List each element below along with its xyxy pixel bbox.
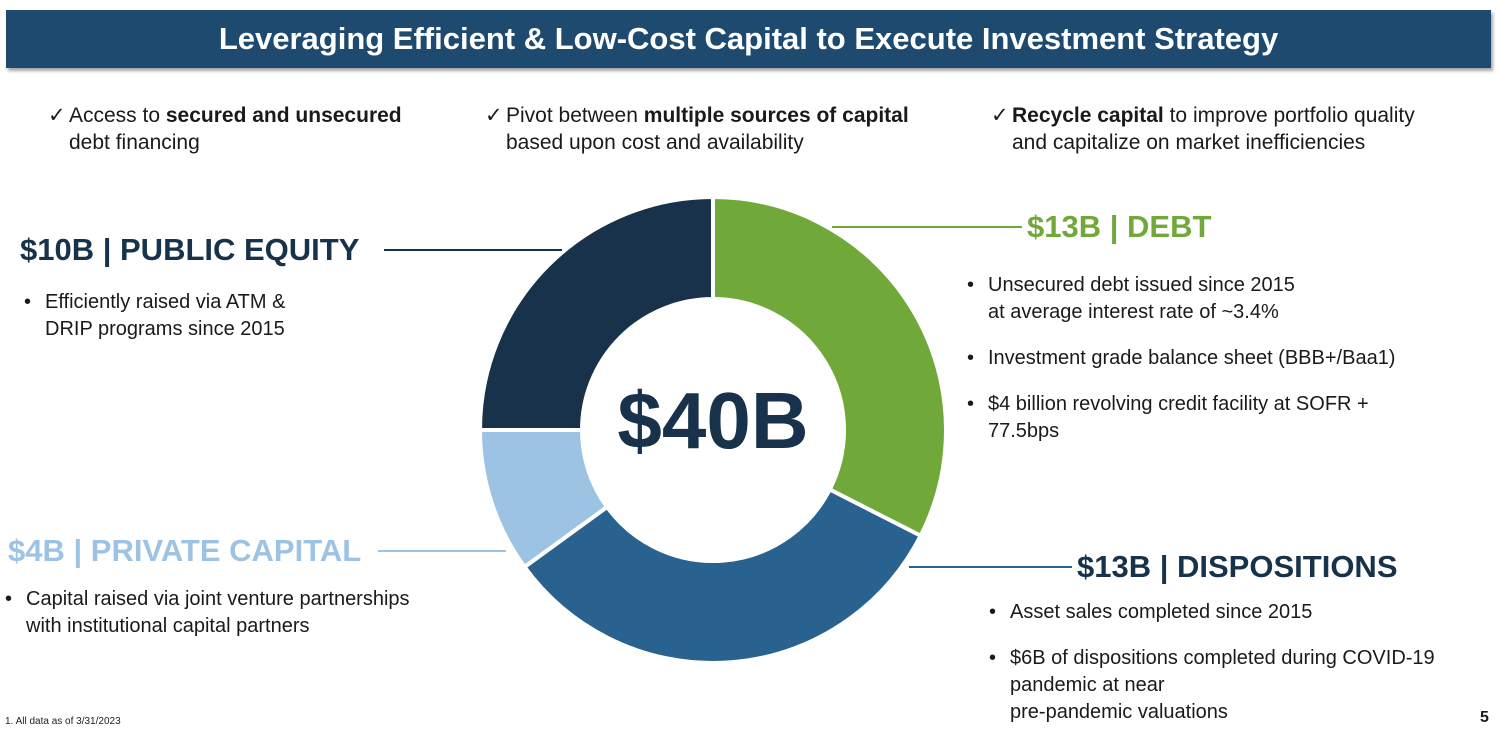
key-point-3-bold: Recycle capital (1012, 104, 1164, 127)
bullet-dot-icon: • (967, 347, 975, 369)
key-point-3: ✓ Recycle capital to improve portfolio q… (991, 102, 1415, 156)
dispositions-bullet-1: • Asset sales completed since 2015 (989, 599, 1494, 626)
bullet-dot-icon: • (24, 291, 32, 313)
debt-bullet-3: • $4 billion revolving credit facility at… (967, 391, 1487, 445)
private-leader-line (378, 550, 506, 552)
bullet-dot-icon: • (989, 647, 997, 669)
equity-leader-line (384, 249, 562, 251)
dispositions-bullet-text: $6B of dispositions completed during COV… (1010, 647, 1435, 723)
equity-bullets: • Efficiently raised via ATM & DRIP progr… (24, 289, 464, 362)
key-point-2-line2: based upon cost and availability (506, 131, 804, 154)
debt-bullet-1: • Unsecured debt issued since 2015 at ave… (967, 272, 1487, 326)
private-capital-bullets: • Capital raised via joint venture partne… (5, 586, 485, 659)
debt-title: $13B | DEBT (1027, 209, 1212, 244)
key-point-2-pre: Pivot between (506, 104, 644, 127)
debt-bullet-text: $4 billion revolving credit facility at … (988, 393, 1369, 442)
debt-bullet-2: • Investment grade balance sheet (BBB+/Ba… (967, 345, 1487, 372)
key-point-2-bold: multiple sources of capital (643, 104, 909, 127)
private-capital-title: $4B | PRIVATE CAPITAL (8, 533, 362, 568)
page-number: 5 (1480, 709, 1489, 726)
private-bullet-1: • Capital raised via joint venture partne… (5, 586, 485, 640)
bullet-dot-icon: • (967, 274, 975, 296)
debt-leader-line (832, 226, 1022, 228)
dispositions-bullet-text: Asset sales completed since 2015 (1010, 601, 1313, 623)
equity-bullet-text: Efficiently raised via ATM & DRIP progra… (45, 291, 286, 340)
donut-slice-1 (711, 194, 948, 539)
donut-slice-2 (521, 486, 924, 665)
donut-slice-4 (477, 194, 715, 432)
debt-bullet-text: Unsecured debt issued since 2015 at aver… (988, 274, 1295, 323)
dispositions-bullet-2: • $6B of dispositions completed during CO… (989, 645, 1494, 726)
dispositions-leader-line (909, 566, 1072, 568)
key-point-1-bold: secured and unsecured (165, 104, 402, 127)
key-point-2: ✓ Pivot between multiple sources of capi… (485, 102, 909, 156)
equity-bullet-1: • Efficiently raised via ATM & DRIP progr… (24, 289, 464, 343)
key-point-3-line2: and capitalize on market inefficiencies (1012, 131, 1366, 154)
donut-total-label: $40B (617, 376, 809, 465)
title-bar: Leveraging Efficient & Low-Cost Capital … (6, 10, 1491, 68)
key-point-1: ✓ Access to secured and unsecured debt f… (48, 102, 402, 156)
dispositions-bullets: • Asset sales completed since 2015 • $6B of… (989, 599, 1494, 745)
check-icon: ✓ (48, 104, 66, 127)
page-title: Leveraging Efficient & Low-Cost Capital … (218, 21, 1279, 56)
check-icon: ✓ (485, 104, 503, 127)
dispositions-title: $13B | DISPOSITIONS (1077, 549, 1398, 584)
private-bullet-text: Capital raised via joint venture partner… (26, 588, 410, 637)
footnote: 1. All data as of 3/31/2023 (5, 716, 121, 727)
bullet-dot-icon: • (989, 601, 997, 623)
bullet-dot-icon: • (967, 393, 975, 415)
debt-bullet-text: Investment grade balance sheet (BBB+/Baa… (988, 347, 1396, 369)
key-point-1-pre: Access to (69, 104, 166, 127)
check-icon: ✓ (991, 104, 1009, 127)
key-point-1-line2: debt financing (69, 131, 200, 154)
key-point-3-post: to improve portfolio quality (1163, 104, 1415, 127)
equity-title: $10B | PUBLIC EQUITY (20, 232, 360, 267)
debt-bullets: • Unsecured debt issued since 2015 at ave… (967, 272, 1487, 464)
bullet-dot-icon: • (5, 588, 13, 610)
